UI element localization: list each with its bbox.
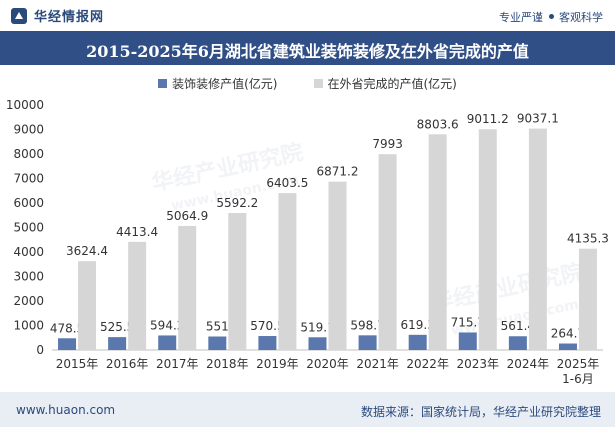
y-tick-label: 6000 (13, 196, 44, 210)
chart-title: 2015-2025年6月湖北省建筑业装饰装修及在外省完成的产值 (86, 42, 529, 61)
bar-series-1 (158, 335, 177, 350)
y-tick-label: 8000 (13, 147, 44, 161)
y-tick-label: 10000 (6, 98, 44, 112)
data-label-series-2: 5064.9 (166, 209, 208, 223)
top-bar: 华经情报网 专业严谨 客观科学 (0, 0, 615, 31)
bar-series-2 (228, 212, 247, 350)
data-label-series-1: 551 (206, 320, 229, 334)
data-label-series-2: 8803.6 (417, 117, 459, 131)
data-label-series-2: 9037.1 (517, 112, 559, 126)
x-tick-label: 2019年 (256, 357, 299, 371)
legend-item-series-2[interactable]: 在外省完成的产值(亿元) (313, 75, 457, 92)
x-tick-label: 2016年 (106, 357, 149, 371)
bar-series-1 (508, 336, 527, 350)
slogan-dot-icon (549, 14, 554, 19)
legend-swatch-series-2 (313, 79, 323, 88)
bar-series-2 (428, 134, 447, 350)
data-label-series-1: 525.5 (100, 320, 134, 334)
data-label-series-2: 5592.2 (216, 196, 258, 210)
x-tick-label: 2021年 (356, 357, 399, 371)
data-label-series-2: 9011.2 (467, 112, 509, 126)
x-tick-label: 2022年 (406, 357, 449, 371)
logo-icon (11, 7, 27, 24)
x-tick-label: 2015年 (56, 357, 99, 371)
y-tick-label: 9000 (13, 123, 44, 137)
data-label-series-1: 598.7 (350, 318, 384, 332)
x-tick-label: 2025年 1-6月 (557, 357, 600, 386)
legend-swatch-series-1 (158, 79, 168, 88)
data-label-series-2: 6403.5 (266, 176, 308, 190)
data-label-series-1: 478.5 (50, 321, 84, 335)
bar-series-1 (408, 334, 427, 350)
chart-legend: 装饰装修产值(亿元) 在外省完成的产值(亿元) (0, 75, 615, 92)
title-bar: 2015-2025年6月湖北省建筑业装饰装修及在外省完成的产值 (0, 31, 615, 65)
footer-url[interactable]: www.huaon.com (16, 403, 116, 417)
data-label-series-1: 519.1 (300, 320, 334, 334)
footer-source: 数据来源：国家统计局，华经产业研究院整理 (360, 405, 601, 419)
data-label-series-2: 4135.3 (567, 232, 609, 246)
data-label-series-1: 619.3 (401, 318, 435, 332)
bar-series-2 (478, 129, 497, 350)
data-label-series-1: 264.7 (551, 327, 585, 341)
x-tick-label: 2024年 (507, 357, 550, 371)
y-tick-label: 5000 (13, 221, 44, 235)
y-tick-label: 0 (36, 343, 44, 357)
bar-series-1 (208, 336, 227, 350)
slogan-1: 专业严谨 (499, 11, 543, 24)
bar-series-2 (278, 193, 297, 350)
data-label-series-1: 594.2 (150, 318, 184, 332)
bar-series-2 (78, 261, 97, 350)
slogan: 专业严谨 客观科学 (499, 9, 603, 25)
data-label-series-2: 7993 (372, 137, 403, 151)
data-label-series-2: 4413.4 (116, 225, 158, 239)
bar-series-2 (128, 241, 147, 350)
x-tick-label: 2017年 (156, 357, 199, 371)
data-label-series-1: 561.4 (501, 319, 535, 333)
footer: www.huaon.com 数据来源：国家统计局，华经产业研究院整理 (0, 392, 615, 427)
bar-series-1 (258, 336, 277, 350)
bar-series-2 (378, 154, 397, 350)
bar-series-1 (358, 335, 377, 350)
bar-series-2 (578, 248, 597, 350)
bar-series-2 (328, 181, 347, 350)
x-tick-label: 2023年 (456, 357, 499, 371)
bar-series-1 (458, 332, 477, 350)
y-tick-label: 2000 (13, 294, 44, 308)
data-label-series-1: 570.5 (250, 319, 284, 333)
bar-series-1 (558, 343, 577, 350)
x-tick-label: 2018年 (206, 357, 249, 371)
brand[interactable]: 华经情报网 (10, 6, 104, 25)
x-tick-label: 2020年 (306, 357, 349, 371)
data-label-series-2: 6871.2 (317, 165, 359, 179)
bar-chart: 0 1000 2000 3000 4000 5000 6000 7000 8000 9000 100… (6, 98, 609, 386)
y-tick-label: 7000 (13, 172, 44, 186)
y-tick-label: 1000 (13, 319, 44, 333)
data-label-series-2: 3624.4 (66, 244, 108, 258)
brand-name: 华经情报网 (34, 10, 105, 25)
bar-series-1 (58, 338, 77, 350)
bar-series-2 (178, 225, 197, 350)
y-tick-label: 4000 (13, 245, 44, 259)
legend-label-series-1: 装饰装修产值(亿元) (172, 77, 278, 91)
legend-label-series-2: 在外省完成的产值(亿元) (327, 77, 457, 91)
data-label-series-1: 715.7 (451, 315, 485, 329)
y-tick-label: 3000 (13, 270, 44, 284)
bar-series-1 (308, 337, 327, 350)
bar-series-1 (108, 337, 127, 350)
bar-series-2 (528, 128, 547, 350)
legend-item-series-1[interactable]: 装饰装修产值(亿元) (158, 75, 278, 92)
slogan-2: 客观科学 (559, 11, 603, 24)
